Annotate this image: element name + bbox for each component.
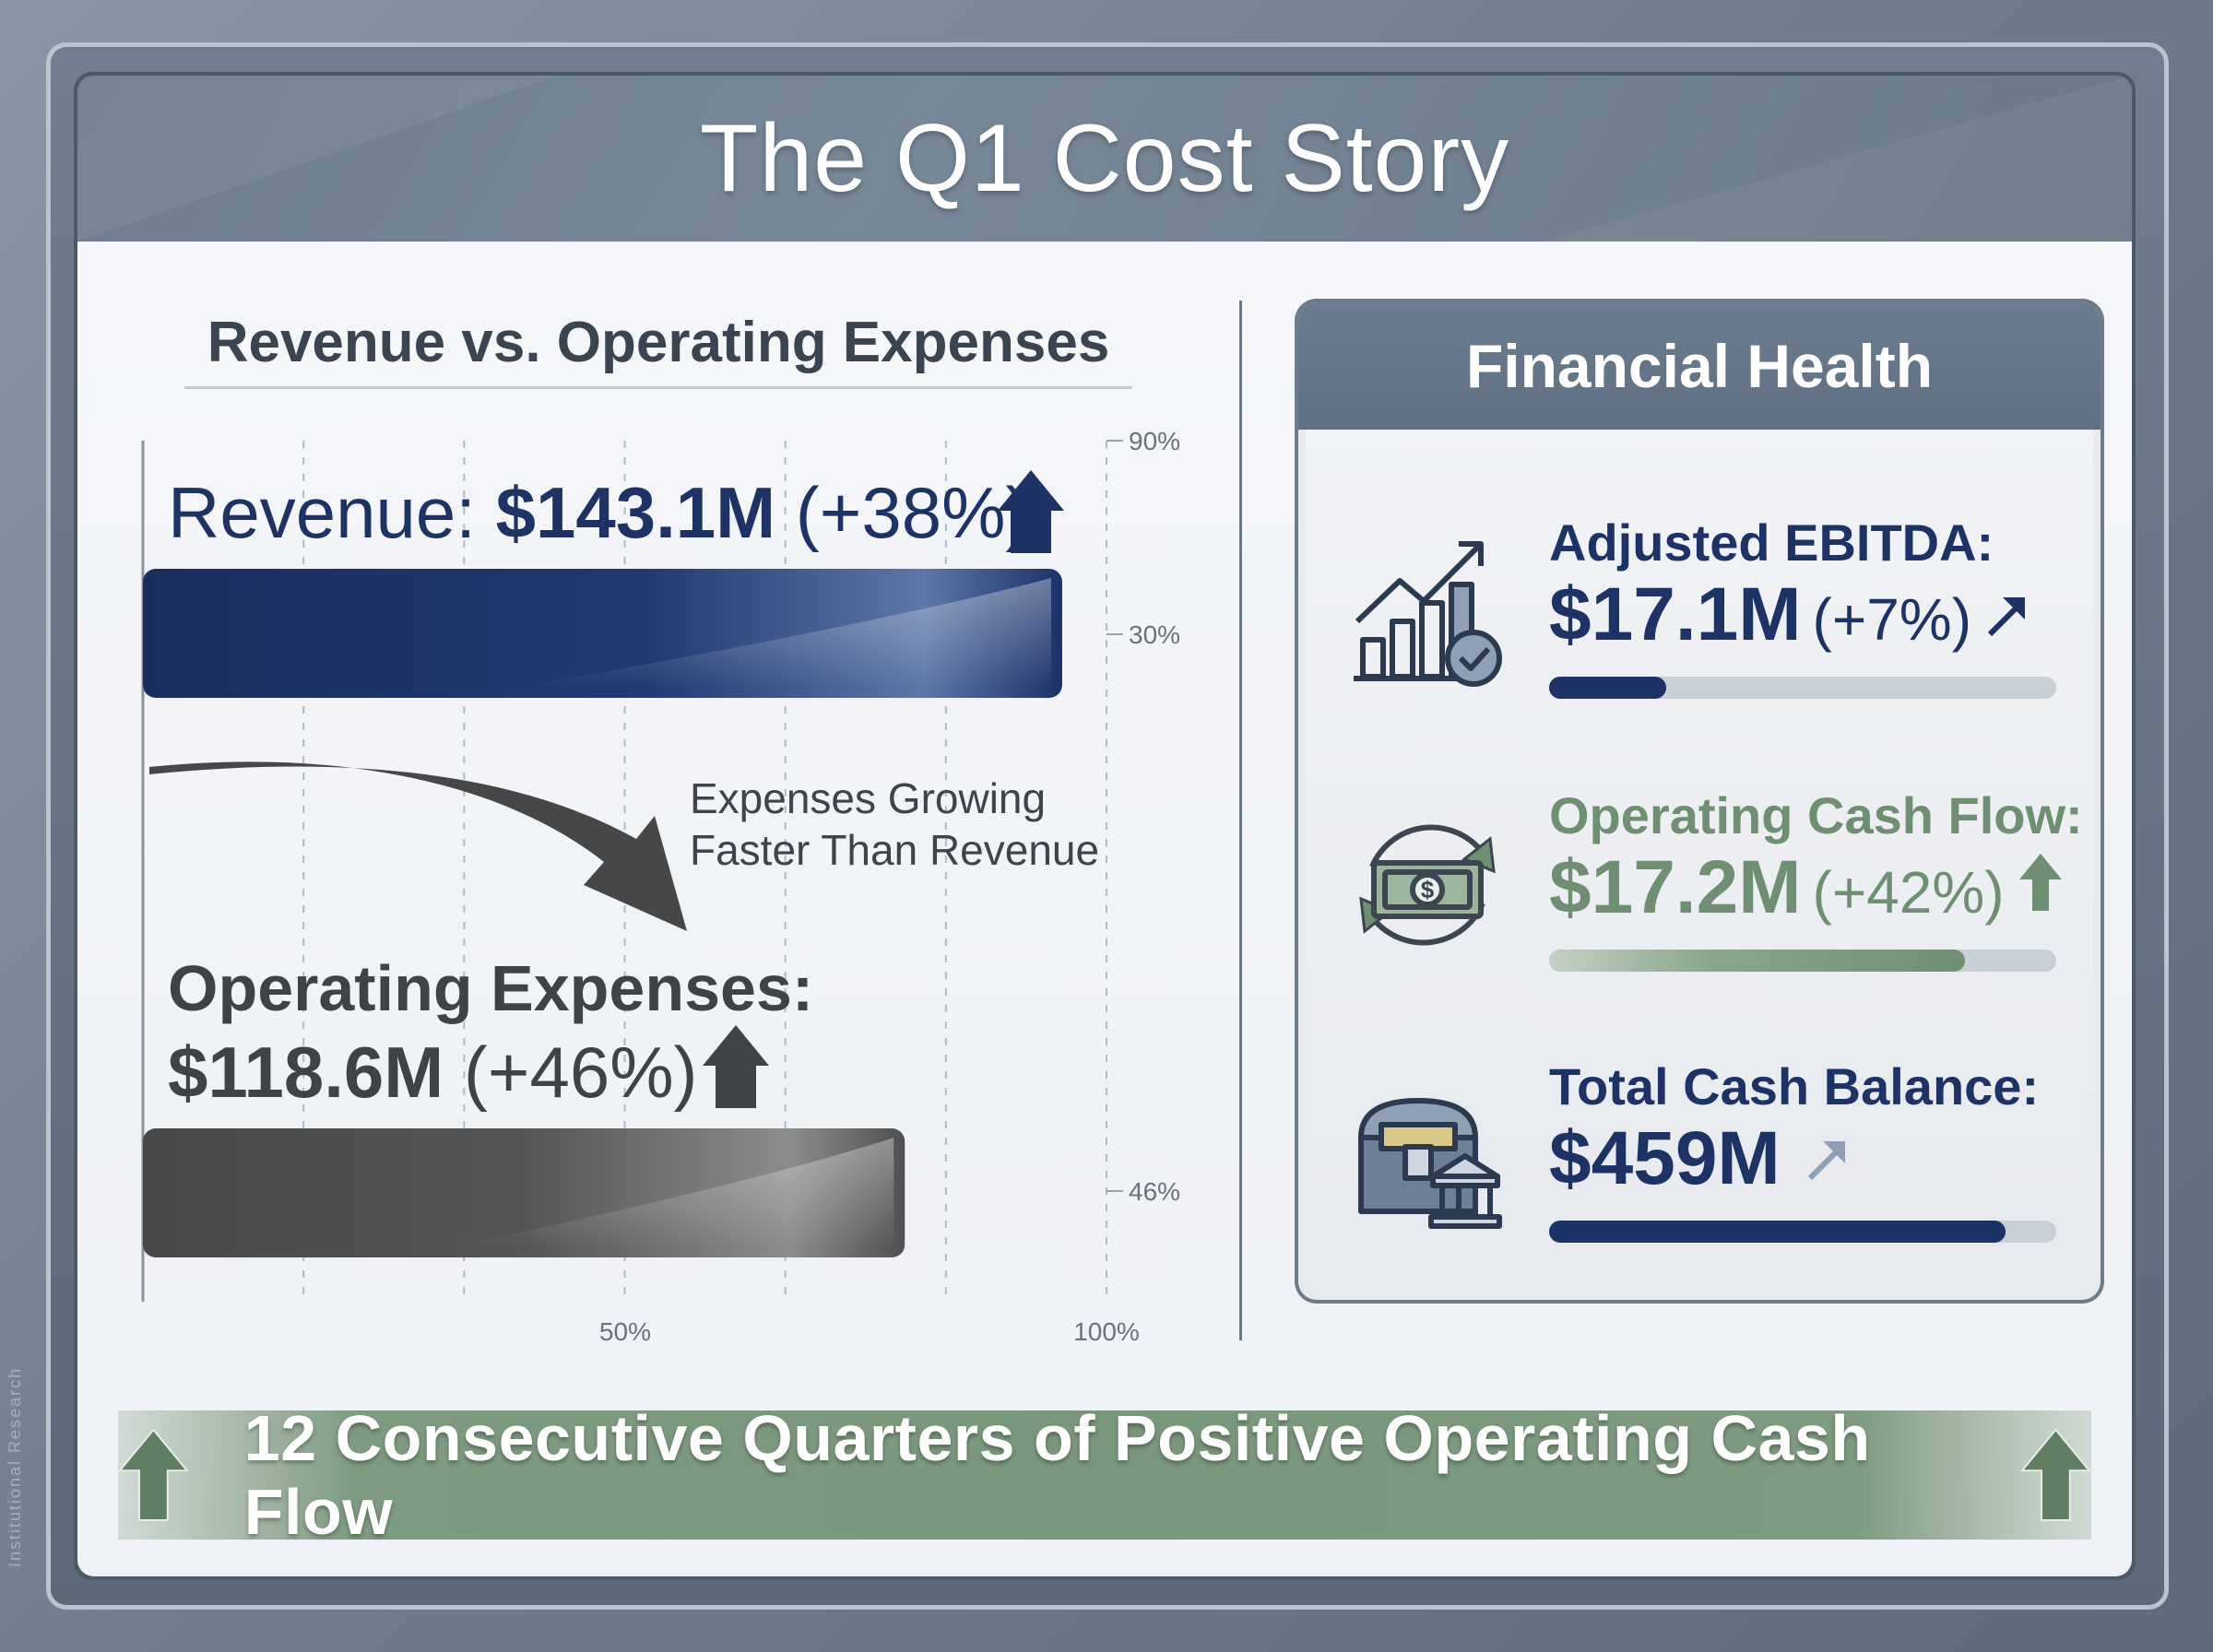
financial-health-title: Financial Health bbox=[1465, 332, 1934, 400]
metric-value: $459M bbox=[1549, 1116, 1781, 1200]
operating-expenses-bar-sheen bbox=[447, 1138, 894, 1248]
metric-operating-cash-flow: $ Operating Cash Flow: $17.2M (+42%) bbox=[1306, 774, 2093, 1005]
financial-health-header: Financial Health bbox=[1298, 302, 2101, 430]
svg-text:$: $ bbox=[1421, 876, 1435, 903]
trend-up-right-icon bbox=[1988, 597, 2026, 637]
revenue-bar-sheen bbox=[510, 578, 1051, 689]
metric-value: $17.1M bbox=[1549, 572, 1802, 656]
operating-expenses-trend-up-icon bbox=[703, 1025, 769, 1108]
revenue-label: Revenue: $143.1M (+38%) bbox=[168, 472, 1029, 553]
panel-divider bbox=[1239, 301, 1242, 1340]
metric-progress-track bbox=[1549, 677, 2056, 699]
right-tick-label: 30% bbox=[1129, 620, 1180, 649]
page-title: The Q1 Cost Story bbox=[699, 104, 1510, 212]
metric-progress-fill bbox=[1549, 1221, 2006, 1243]
chart-title: Revenue vs. Operating Expenses bbox=[184, 306, 1132, 389]
metric-progress-track bbox=[1549, 1221, 2056, 1243]
bar-chart-check-icon bbox=[1354, 541, 1502, 687]
side-label: Institutional Research bbox=[6, 1366, 24, 1567]
banner-text: 12 Consecutive Quarters of Positive Oper… bbox=[243, 1402, 1871, 1548]
metric-adjusted-ebitda: Adjusted EBITDA: $17.1M (+7%) bbox=[1306, 502, 2093, 732]
financial-health-panel: Financial Health Adjusted EBITDA: bbox=[1298, 302, 2101, 1300]
annotation-line-2: Faster Than Revenue bbox=[690, 826, 1099, 874]
metric-total-cash-balance: Total Cash Balance: $459M bbox=[1306, 1045, 2093, 1276]
metric-value: $17.2M bbox=[1549, 845, 1802, 929]
header: The Q1 Cost Story bbox=[77, 76, 2132, 242]
metric-change: (+7%) bbox=[1812, 586, 1972, 653]
up-arrow-icon bbox=[118, 1428, 189, 1521]
metric-label: Operating Cash Flow: bbox=[1549, 786, 2083, 844]
operating-expenses-label: Operating Expenses: bbox=[168, 952, 813, 1024]
up-arrow-icon bbox=[2020, 1428, 2092, 1521]
cash-flow-banner: 12 Consecutive Quarters of Positive Oper… bbox=[118, 1402, 2092, 1548]
right-tick-label: 90% bbox=[1129, 427, 1180, 455]
metric-progress-fill bbox=[1549, 677, 1666, 699]
metric-label: Total Cash Balance: bbox=[1549, 1057, 2040, 1115]
metric-label: Adjusted EBITDA: bbox=[1549, 513, 1994, 572]
metric-progress-track bbox=[1549, 950, 2056, 972]
x-tick-label: 50% bbox=[599, 1317, 651, 1346]
trend-up-right-icon bbox=[1808, 1141, 1846, 1181]
cash-cycle-icon: $ bbox=[1359, 824, 1496, 946]
annotation-arrow bbox=[149, 761, 687, 931]
revenue-trend-up-icon bbox=[998, 470, 1064, 553]
bar-chart: Revenue: $143.1M (+38%) Operating Expense… bbox=[141, 427, 1180, 1346]
annotation-line-1: Expenses Growing bbox=[690, 774, 1046, 822]
x-tick-label: 100% bbox=[1073, 1317, 1140, 1346]
treasure-chest-bank-icon bbox=[1358, 1098, 1502, 1229]
metric-change: (+42%) bbox=[1812, 859, 2005, 926]
financial-health-body: Adjusted EBITDA: $17.1M (+7%) bbox=[1306, 430, 2093, 1292]
metric-progress-fill bbox=[1549, 950, 1965, 972]
operating-expenses-value: $118.6M (+46%) bbox=[168, 1032, 698, 1113]
trend-up-icon bbox=[2019, 854, 2063, 911]
right-tick-label: 46% bbox=[1129, 1177, 1180, 1206]
